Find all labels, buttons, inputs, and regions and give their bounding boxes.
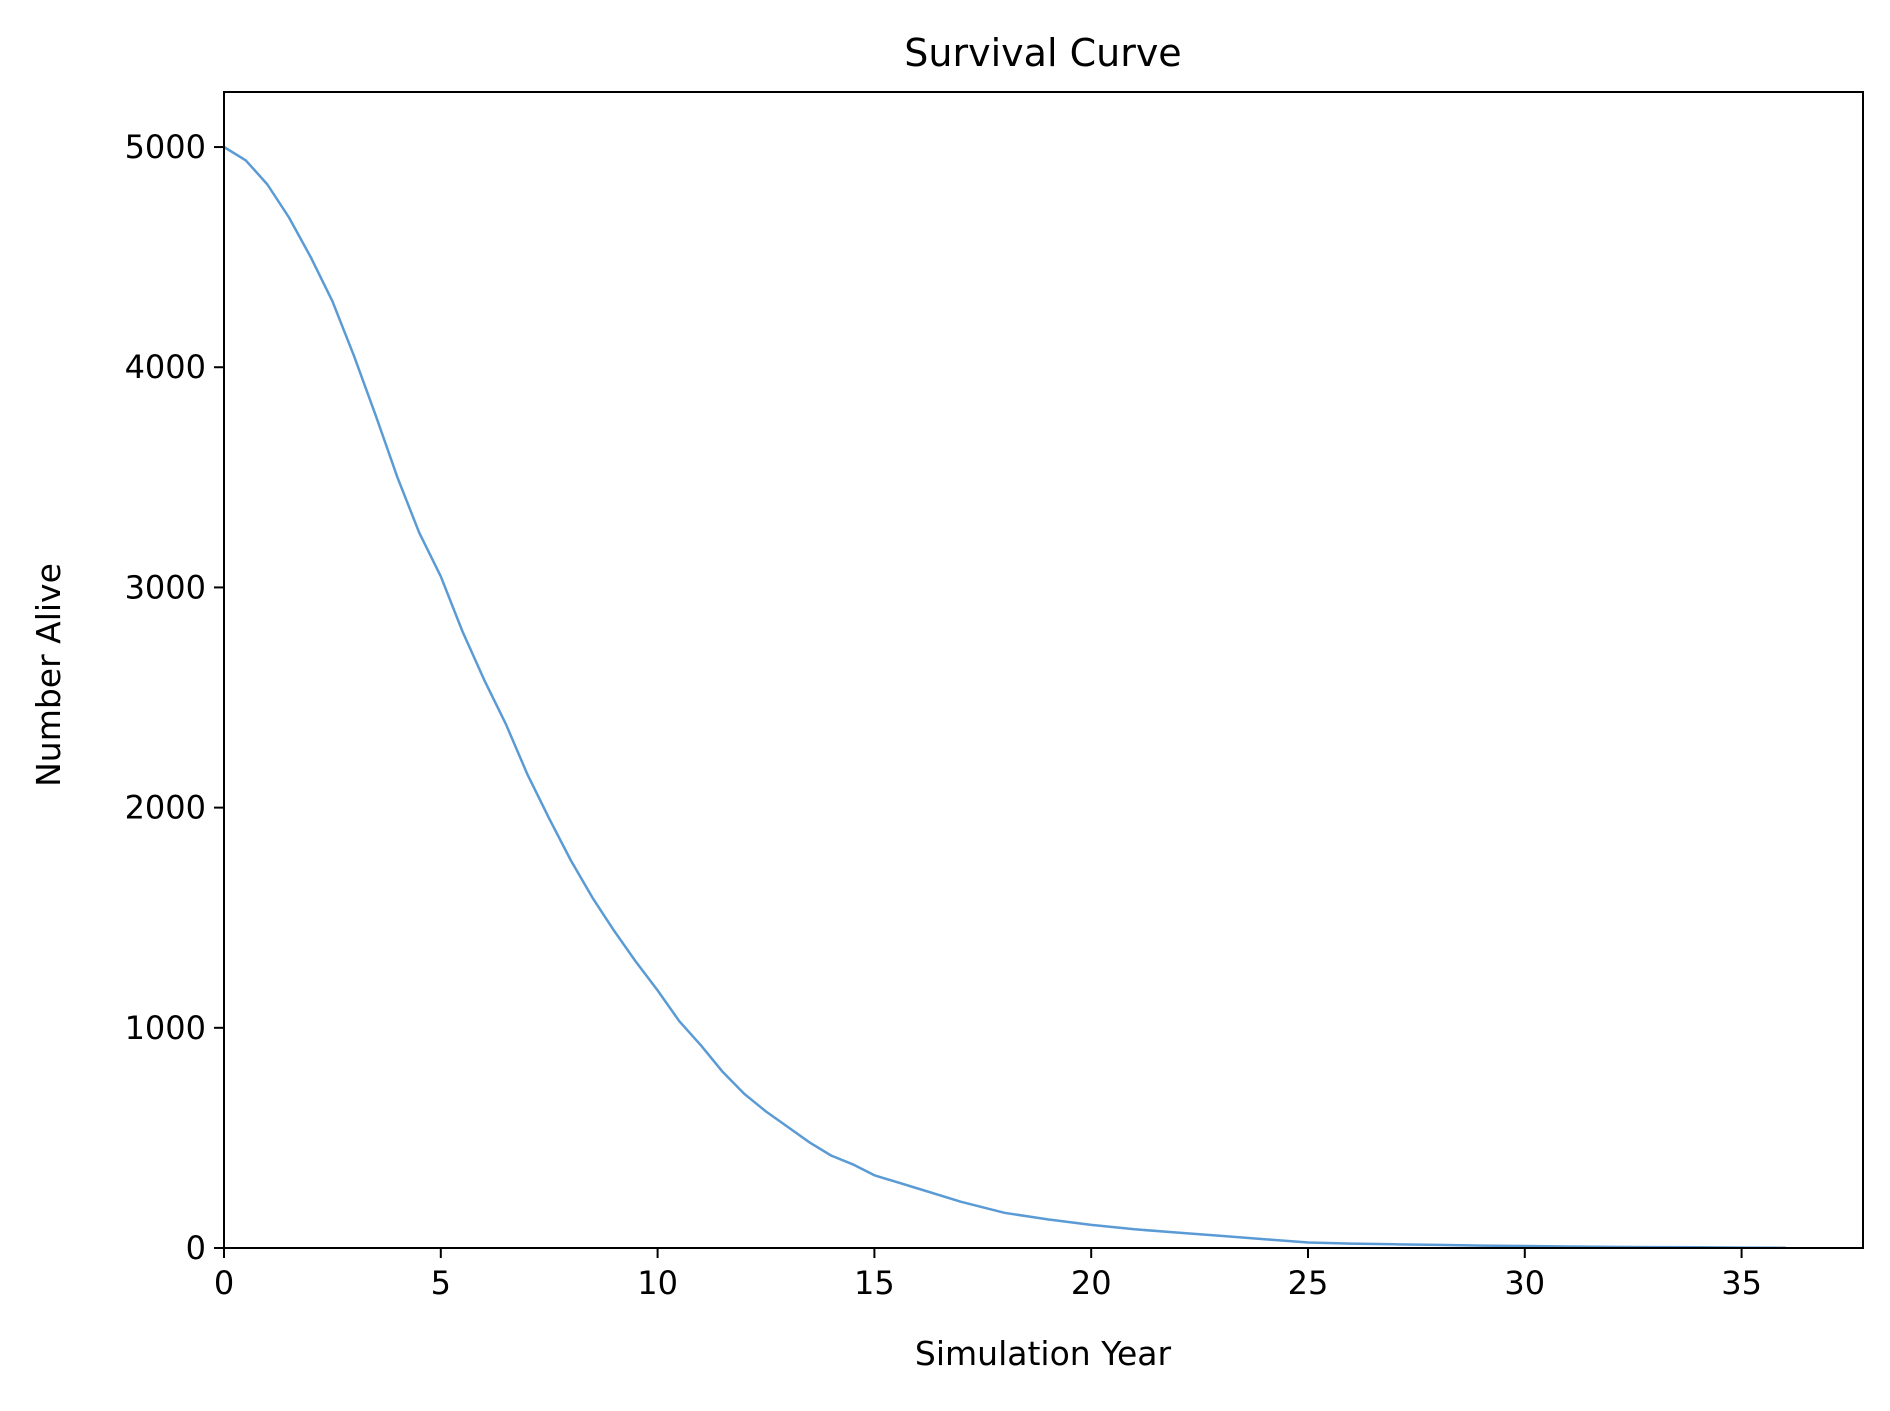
y-axis-label: Number Alive (29, 563, 68, 787)
x-tick-label: 30 (1504, 1264, 1545, 1302)
x-tick-label: 5 (431, 1264, 451, 1302)
x-axis-label: Simulation Year (915, 1334, 1172, 1373)
x-tick-label: 0 (214, 1264, 234, 1302)
y-tick-label: 2000 (125, 789, 206, 827)
x-tick-label: 15 (854, 1264, 895, 1302)
x-tick-label: 35 (1721, 1264, 1762, 1302)
x-tick-label: 25 (1288, 1264, 1329, 1302)
x-tick-label: 20 (1071, 1264, 1112, 1302)
chart-title: Survival Curve (904, 31, 1181, 75)
x-tick-label: 10 (637, 1264, 678, 1302)
y-tick-label: 0 (186, 1229, 206, 1267)
y-tick-label: 4000 (125, 348, 206, 386)
y-tick-label: 3000 (125, 568, 206, 606)
series-line-0 (222, 145, 1787, 1250)
plot-area: 0 5 10 15 20 25 30 35 0 1000 2000 3000 4000 5000 (125, 91, 1864, 1302)
y-tick-label: 1000 (125, 1009, 206, 1047)
y-tick-label: 5000 (125, 128, 206, 166)
plot-frame (223, 91, 1864, 1249)
